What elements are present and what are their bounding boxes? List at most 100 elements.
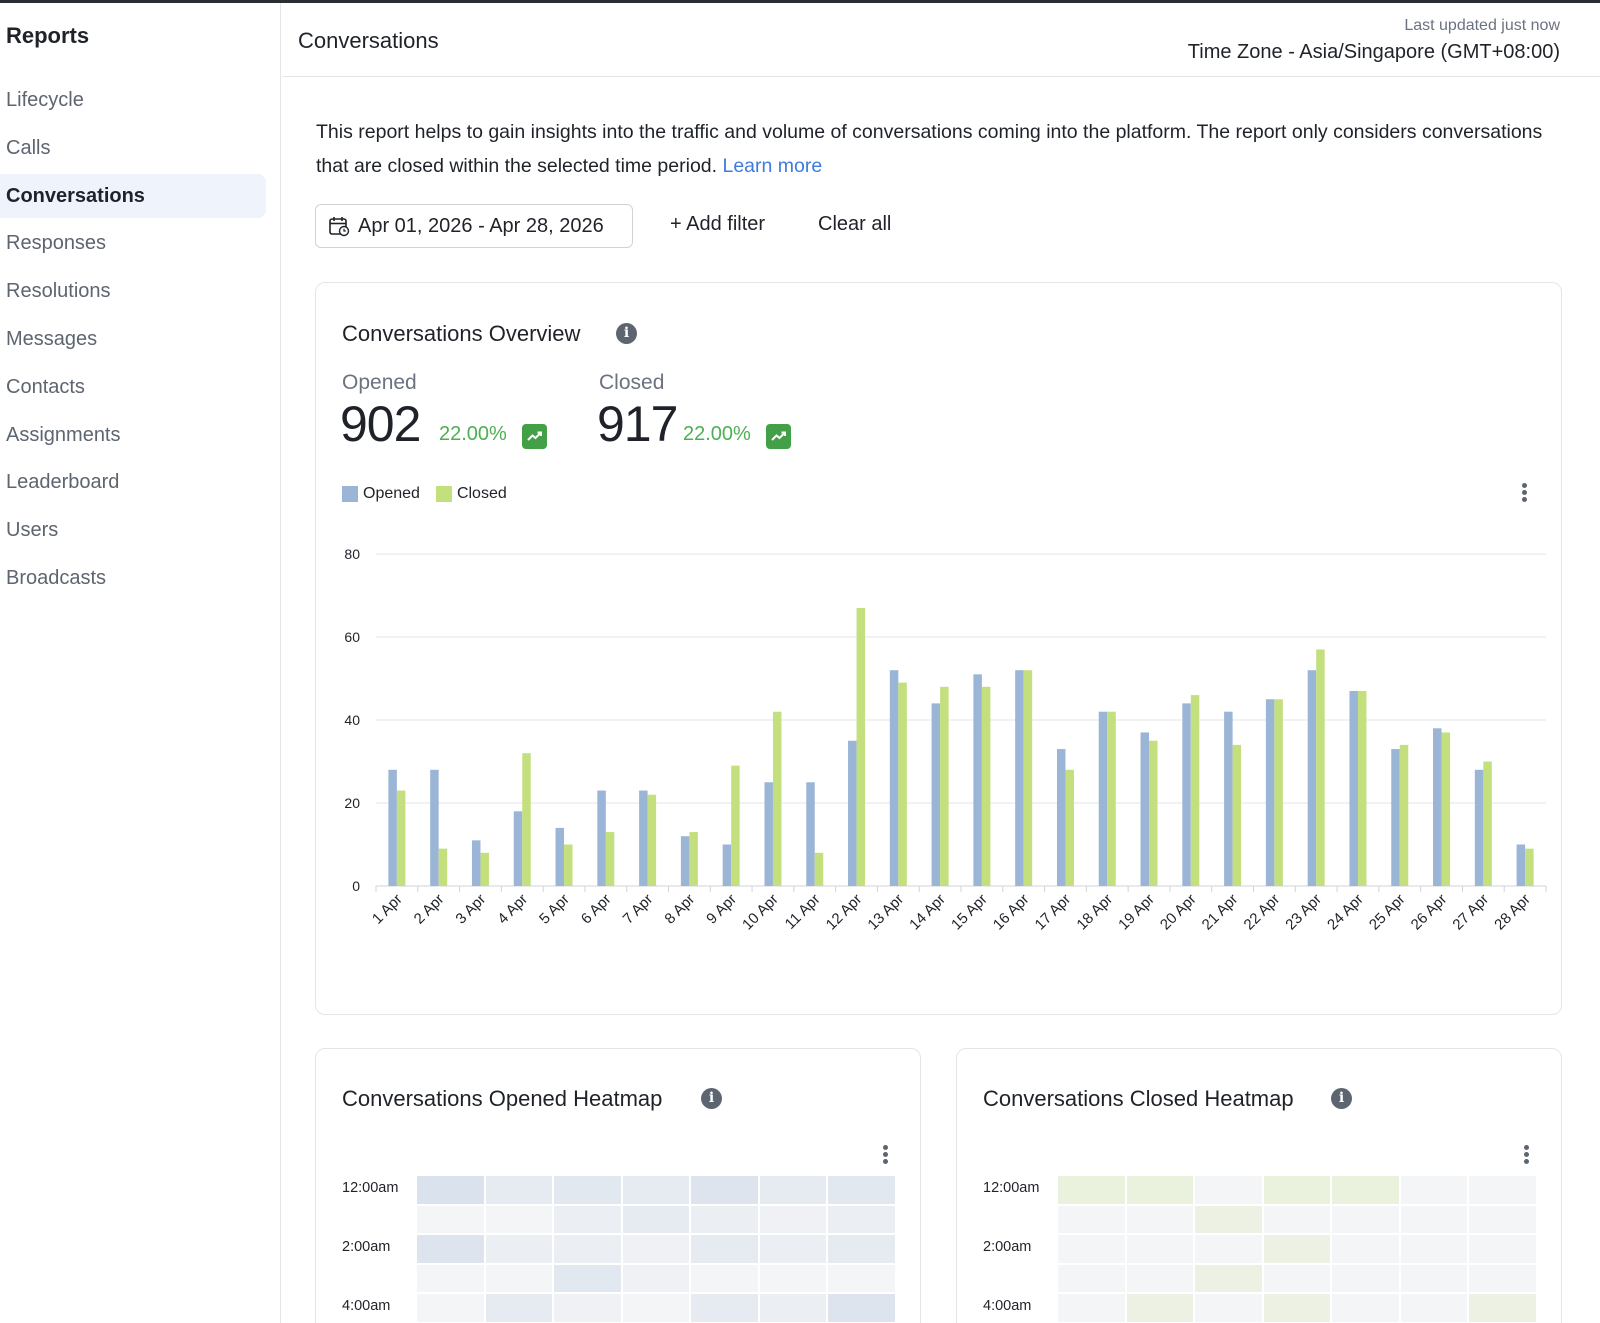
date-range-picker[interactable]: Apr 01, 2026 - Apr 28, 2026 [315,204,633,248]
heatmap-cell[interactable] [1469,1176,1536,1204]
heatmap-cell[interactable] [485,1176,552,1204]
heatmap-cell[interactable] [1263,1294,1330,1322]
heatmap-cell[interactable] [691,1176,758,1204]
heatmap-cell[interactable] [1263,1176,1330,1204]
bar-opened [513,811,523,886]
bar-closed [1065,769,1074,886]
heatmap-cell[interactable] [1058,1205,1125,1233]
heatmap-cell[interactable] [691,1264,758,1292]
heatmap-cell[interactable] [1058,1176,1125,1204]
opened-heatmap-title: Conversations Opened Heatmap [342,1086,663,1111]
heatmap-cell[interactable] [828,1294,895,1322]
heatmap-cell[interactable] [828,1205,895,1233]
legend-item-opened[interactable]: Opened [342,485,420,503]
heatmap-cell[interactable] [691,1294,758,1322]
heatmap-cell[interactable] [1332,1294,1399,1322]
heatmap-cell[interactable] [417,1235,484,1263]
heatmap-cell[interactable] [759,1294,826,1322]
heatmap-cell[interactable] [417,1264,484,1292]
sidebar-item-leaderboard[interactable]: Leaderboard [6,471,120,494]
heatmap-cell[interactable] [485,1205,552,1233]
heatmap-cell[interactable] [1126,1235,1193,1263]
sidebar-item-messages[interactable]: Messages [6,328,98,350]
heatmap-cell[interactable] [1332,1235,1399,1263]
heatmap-cell[interactable] [1469,1294,1536,1322]
heatmap-cell[interactable] [1263,1264,1330,1292]
heatmap-cell[interactable] [1400,1176,1467,1204]
heatmap-cell[interactable] [759,1176,826,1204]
heatmap-cell[interactable] [1263,1235,1330,1263]
add-filter-button[interactable]: + Add filter [670,213,766,235]
heatmap-cell[interactable] [1469,1235,1536,1263]
heatmap-row-label: 2:00am [342,1239,391,1255]
heatmap-cell[interactable] [1332,1264,1399,1292]
heatmap-cell[interactable] [1400,1205,1467,1233]
legend-item-closed[interactable]: Closed [435,485,507,503]
heatmap-cell[interactable] [622,1205,689,1233]
heatmap-cell[interactable] [554,1176,621,1204]
heatmap-cell[interactable] [759,1205,826,1233]
heatmap-cell[interactable] [828,1264,895,1292]
heatmap-cell[interactable] [417,1294,484,1322]
heatmap-cell[interactable] [1058,1294,1125,1322]
heatmap-cell[interactable] [1332,1176,1399,1204]
clear-all-button[interactable]: Clear all [818,213,892,235]
heatmap-cell[interactable] [1195,1264,1262,1292]
learn-more-link[interactable]: Learn more [722,155,823,177]
heatmap-cell[interactable] [828,1235,895,1263]
heatmap-cell[interactable] [485,1235,552,1263]
heatmap-menu-icon[interactable] [1522,1145,1530,1167]
heatmap-cell[interactable] [1469,1264,1536,1292]
heatmap-cell[interactable] [1195,1235,1262,1263]
heatmap-cell[interactable] [485,1264,552,1292]
info-icon[interactable]: i [616,323,637,344]
heatmap-cell[interactable] [1058,1235,1125,1263]
heatmap-menu-icon[interactable] [881,1145,889,1167]
heatmap-cell[interactable] [1400,1294,1467,1322]
bar-opened [1474,769,1484,886]
legend-swatch-opened [342,486,358,502]
sidebar-item-calls[interactable]: Calls [6,136,51,159]
heatmap-cell[interactable] [554,1264,621,1292]
sidebar-item-users[interactable]: Users [6,519,59,542]
heatmap-cell[interactable] [417,1176,484,1204]
heatmap-cell[interactable] [554,1205,621,1233]
heatmap-cell[interactable] [622,1235,689,1263]
info-icon[interactable]: i [701,1088,722,1109]
heatmap-cell[interactable] [1332,1205,1399,1233]
sidebar-item-lifecycle[interactable]: Lifecycle [6,89,84,111]
heatmap-cell[interactable] [1263,1205,1330,1233]
heatmap-cell[interactable] [417,1205,484,1233]
heatmap-cell[interactable] [1126,1176,1193,1204]
heatmap-cell[interactable] [759,1235,826,1263]
heatmap-cell[interactable] [1195,1205,1262,1233]
sidebar-item-conversations[interactable]: Conversations [0,173,266,218]
heatmap-cell[interactable] [622,1176,689,1204]
heatmap-cell[interactable] [554,1294,621,1322]
heatmap-cell[interactable] [1126,1294,1193,1322]
closed-heatmap-title: Conversations Closed Heatmap [983,1086,1294,1111]
heatmap-cell[interactable] [828,1176,895,1204]
info-icon[interactable]: i [1331,1088,1352,1109]
heatmap-cell[interactable] [485,1294,552,1322]
heatmap-cell[interactable] [1195,1294,1262,1322]
sidebar-item-contacts[interactable]: Contacts [6,375,85,398]
heatmap-cell[interactable] [759,1264,826,1292]
chart-menu-icon[interactable] [1520,483,1528,505]
heatmap-cell[interactable] [622,1294,689,1322]
heatmap-cell[interactable] [1058,1264,1125,1292]
sidebar-item-resolutions[interactable]: Resolutions [6,280,111,303]
heatmap-cell[interactable] [1400,1264,1467,1292]
sidebar-item-assignments[interactable]: Assignments [6,423,121,446]
heatmap-cell[interactable] [691,1235,758,1263]
heatmap-cell[interactable] [554,1235,621,1263]
heatmap-cell[interactable] [1400,1235,1467,1263]
heatmap-cell[interactable] [1469,1205,1536,1233]
sidebar-item-responses[interactable]: Responses [6,232,107,255]
heatmap-cell[interactable] [1126,1264,1193,1292]
heatmap-cell[interactable] [1195,1176,1262,1204]
heatmap-cell[interactable] [691,1205,758,1233]
sidebar-item-broadcasts[interactable]: Broadcasts [6,567,107,589]
heatmap-cell[interactable] [1126,1205,1193,1233]
heatmap-cell[interactable] [622,1264,689,1292]
